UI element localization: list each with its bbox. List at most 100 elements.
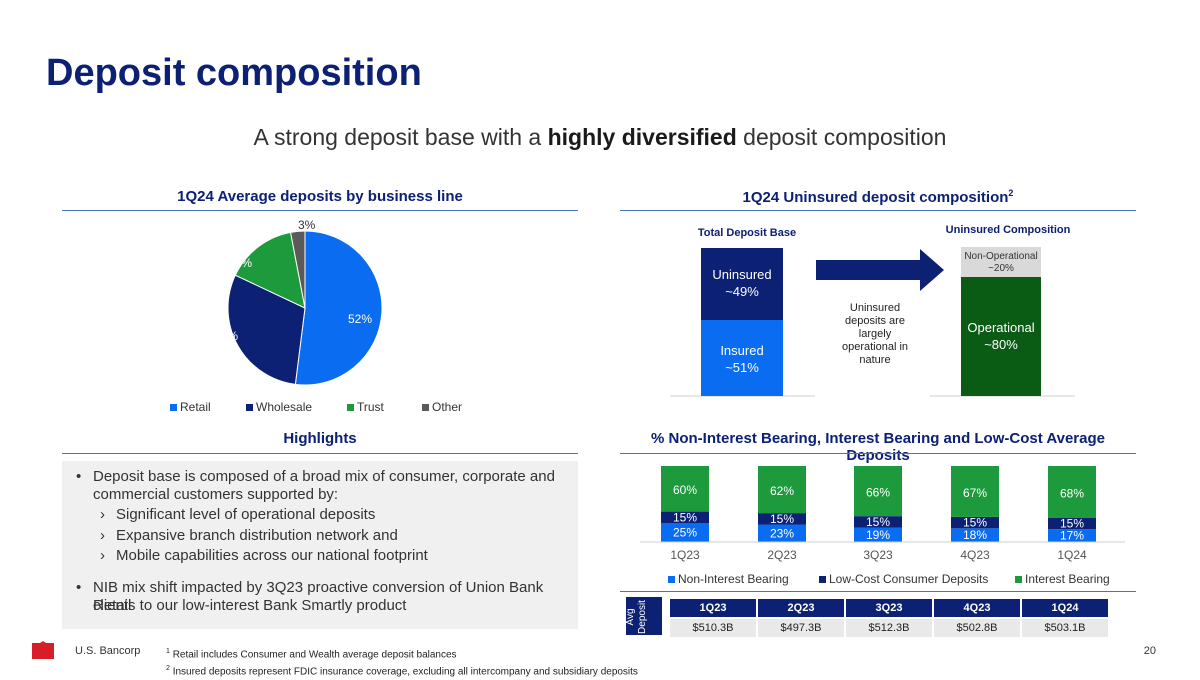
bar-legend: Non-Interest Bearing Low-Cost Consumer D… xyxy=(620,572,1136,588)
avg-deposit-side: Avg Deposit xyxy=(625,597,662,635)
uninsured-title-text: 1Q24 Uninsured deposit composition xyxy=(742,189,1009,206)
uninsured-title-sup: 2 xyxy=(1008,188,1014,198)
bar-label-3Q23-1: 15% xyxy=(866,515,890,529)
bar-3Q23-1 xyxy=(854,516,902,528)
non-operational-bar xyxy=(961,247,1041,277)
pie-legend: Retail Wholesale Trust Other xyxy=(62,400,578,416)
legend-label-lowcost: Low-Cost Consumer Deposits xyxy=(829,572,989,586)
bar-label-4Q23-0: 18% xyxy=(963,528,987,542)
x-tick-3Q23: 3Q23 xyxy=(863,548,893,562)
pie-slices xyxy=(227,230,383,386)
bar-label-3Q23-2: 66% xyxy=(866,486,890,500)
page-number: 20 xyxy=(1143,645,1156,657)
legend-label-nib: Non-Interest Bearing xyxy=(678,572,789,586)
footnote-2-num: 2 xyxy=(166,665,170,673)
uninsured-bar xyxy=(701,248,783,320)
middle-text-5: nature xyxy=(859,354,890,366)
legend-swatch-wholesale xyxy=(246,403,253,411)
middle-text-1: Uninsured xyxy=(850,302,900,314)
legend-non-interest: Non-Interest Bearing xyxy=(668,572,789,586)
bar-4Q23-1 xyxy=(951,516,999,529)
bar-4Q23-2 xyxy=(951,466,999,517)
legend-label-other: Other xyxy=(432,400,463,414)
legend-trust: Trust xyxy=(347,400,384,414)
bar-label-4Q23-1: 15% xyxy=(963,516,987,530)
insured-bar xyxy=(701,320,783,396)
legend-label-wholesale: Wholesale xyxy=(256,400,313,414)
bar-1Q23-2 xyxy=(661,466,709,512)
middle-text-4: operational in xyxy=(842,341,908,353)
bullet-2-line-1: NIB mix shift impacted by 3Q23 proactive… xyxy=(93,579,544,614)
bullet-1-line-1: Deposit base is composed of a broad mix … xyxy=(93,468,555,485)
bullet-1-line-2: commercial customers supported by: xyxy=(93,486,339,503)
avg-value-cell: $502.8B xyxy=(932,617,1022,639)
uninsured-bar-label-2: ~49% xyxy=(725,284,759,299)
bar-label-2Q23-0: 23% xyxy=(770,526,794,540)
bullet-1-char: • xyxy=(76,468,82,485)
legend-interest: Interest Bearing xyxy=(1015,572,1110,586)
non-operational-label-1: Non-Operational xyxy=(964,251,1037,262)
avg-value-cell: $510.3B xyxy=(668,617,758,639)
stacked-bar-chart: 25%15%60%23%15%62%19%15%66%18%15%67%17%1… xyxy=(640,466,1125,562)
legend-label-retail: Retail xyxy=(180,400,211,414)
legend-retail: Retail xyxy=(170,400,211,414)
legend-swatch-lowcost xyxy=(819,575,826,583)
bar-label-1Q23-0: 25% xyxy=(673,526,697,540)
avg-header-cell: 2Q23 xyxy=(756,597,846,619)
arrow-icon xyxy=(816,249,944,291)
legend-low-cost: Low-Cost Consumer Deposits xyxy=(819,572,988,586)
bar-1Q24-0 xyxy=(1048,529,1096,542)
legend-other: Other xyxy=(422,400,462,414)
footnote-2: 2 Insured deposits represent FDIC insura… xyxy=(166,662,638,679)
avg-table-header-row: 1Q23 2Q23 3Q23 4Q23 1Q24 xyxy=(668,597,1110,619)
insured-bar-label-2: ~51% xyxy=(725,360,759,375)
footnotes: 1 Retail includes Consumer and Wealth av… xyxy=(166,645,638,680)
bar-label-2Q23-1: 15% xyxy=(770,512,794,526)
avg-header-cell: 4Q23 xyxy=(932,597,1022,619)
avg-deposit-table: 1Q23 2Q23 3Q23 4Q23 1Q24 $510.3B $497.3B… xyxy=(668,597,1110,639)
pie-chart: 52% 30% 15% 3% xyxy=(214,218,383,386)
bar-label-4Q23-2: 67% xyxy=(963,486,987,500)
avg-value-cell: $512.3B xyxy=(844,617,934,639)
legend-wholesale: Wholesale xyxy=(246,400,312,414)
legend-swatch-retail xyxy=(170,403,177,411)
bar-label-2Q23-2: 62% xyxy=(770,484,794,498)
x-tick-2Q23: 2Q23 xyxy=(767,548,797,562)
subtitle-post: deposit composition xyxy=(736,124,947,150)
bar-2Q23-0 xyxy=(758,524,806,542)
middle-text-3: largely xyxy=(859,328,892,340)
sub-bullet-1: Significant level of operational deposit… xyxy=(116,506,376,523)
total-deposit-base-label: Total Deposit Base xyxy=(698,227,796,239)
pie-label-retail: 52% xyxy=(348,312,372,326)
operational-bar xyxy=(961,277,1041,396)
legend-swatch-trust xyxy=(347,403,354,411)
ticks-group: 1Q23 2Q23 3Q23 4Q23 1Q24 xyxy=(670,548,1087,562)
avg-side-label-2: Deposit xyxy=(637,600,648,634)
highlights-rule xyxy=(62,453,578,454)
footnote-1: 1 Retail includes Consumer and Wealth av… xyxy=(166,645,638,662)
table-rule xyxy=(620,591,1136,592)
company-name: U.S. Bancorp xyxy=(75,645,141,657)
uninsured-section-rule xyxy=(620,210,1136,211)
bar-2Q23-2 xyxy=(758,466,806,514)
insured-bar-label-1: Insured xyxy=(720,343,763,358)
pie-section-rule xyxy=(62,210,578,211)
x-tick-1Q23: 1Q23 xyxy=(670,548,700,562)
uninsured-section-title: 1Q24 Uninsured deposit composition2 xyxy=(620,188,1136,206)
bar-label-1Q24-1: 15% xyxy=(1060,516,1084,530)
pie-section-title: 1Q24 Average deposits by business line xyxy=(177,188,463,205)
avg-header-cell: 1Q24 xyxy=(1020,597,1110,619)
bar-label-1Q24-0: 17% xyxy=(1060,529,1084,543)
legend-label-ib: Interest Bearing xyxy=(1025,572,1110,586)
pie-slice-other xyxy=(289,230,306,309)
page-subtitle: A strong deposit base with a highly dive… xyxy=(0,124,1200,151)
avg-value-cell: $503.1B xyxy=(1020,617,1110,639)
subtitle-bold: highly diversified xyxy=(547,124,737,150)
footnote-1-text: Retail includes Consumer and Wealth aver… xyxy=(172,649,457,661)
legend-swatch-nib xyxy=(668,575,675,583)
bar-3Q23-2 xyxy=(854,466,902,517)
legend-swatch-other xyxy=(422,403,429,411)
non-operational-label-2: ~20% xyxy=(988,263,1014,274)
subtitle-pre: A strong deposit base with a xyxy=(253,124,548,150)
sub-bullet-1-char: › xyxy=(100,506,105,523)
